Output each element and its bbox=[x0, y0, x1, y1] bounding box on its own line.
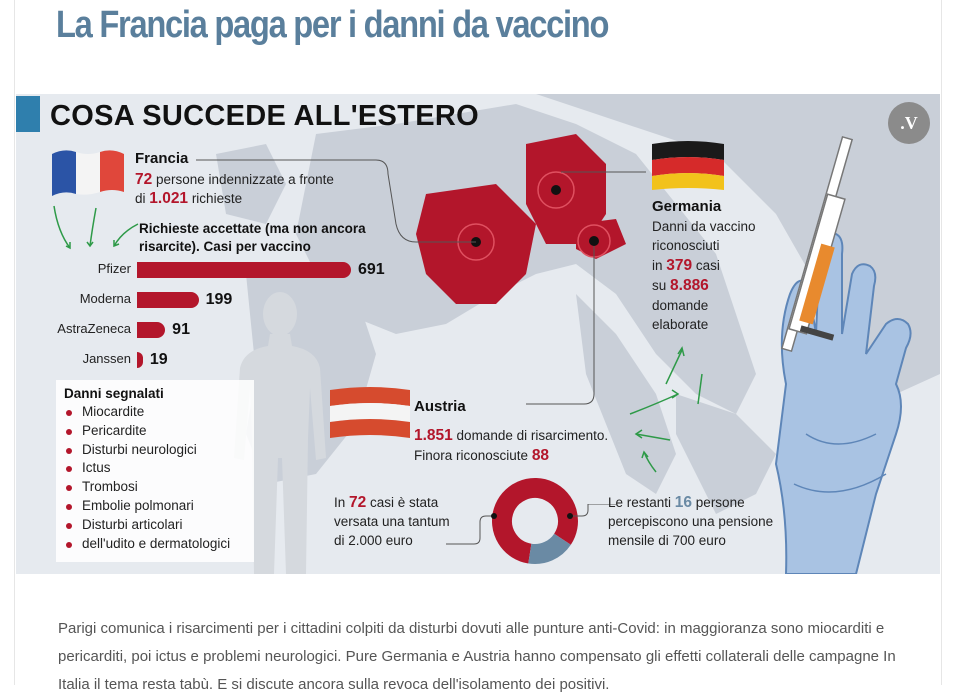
austria-pension-pre: Le restanti bbox=[608, 495, 675, 510]
damages-list: Miocardite Pericardite Disturbi neurolog… bbox=[56, 403, 254, 553]
bar-value-astrazeneca: 91 bbox=[172, 321, 190, 338]
austria-recognized-count: 88 bbox=[531, 447, 550, 464]
france-title: Francia bbox=[135, 150, 189, 167]
damage-item: Pericardite bbox=[64, 422, 254, 441]
austria-title: Austria bbox=[414, 398, 466, 415]
chart-subtitle-line2: risarcite). Casi per vaccino bbox=[139, 239, 311, 254]
bar-label-moderna: Moderna bbox=[79, 291, 131, 306]
germany-line4: su 8.886 bbox=[652, 277, 709, 295]
logo-badge[interactable]: .V bbox=[888, 102, 930, 144]
germany-map-shape bbox=[526, 134, 606, 244]
germany-requests-count: 8.886 bbox=[670, 277, 709, 294]
bar-value-janssen: 19 bbox=[149, 351, 168, 368]
bar-label-pfizer: Pfizer bbox=[97, 261, 131, 276]
austria-line1: 1.851 domande di risarcimento. bbox=[414, 427, 608, 445]
germany-title: Germania bbox=[652, 198, 722, 215]
section-accent-bar bbox=[16, 96, 40, 132]
damages-box: Danni segnalati Miocardite Pericardite D… bbox=[56, 380, 254, 562]
germany-recognized-count: 379 bbox=[666, 257, 693, 274]
france-line2-text: richieste bbox=[188, 191, 243, 206]
bar-janssen bbox=[137, 352, 143, 368]
france-line2-pre: di bbox=[135, 191, 150, 206]
austria-line2: Finora riconosciute 88 bbox=[414, 447, 549, 465]
donut-slice-pension bbox=[528, 533, 571, 564]
damage-item: Trombosi bbox=[64, 478, 254, 497]
germany-line5: domande bbox=[652, 298, 709, 313]
damage-item: Disturbi articolari bbox=[64, 516, 254, 535]
austria-lump-sum-line3: di 2.000 euro bbox=[334, 533, 413, 548]
germany-line3: in 379 casi bbox=[652, 257, 720, 275]
austria-lump-sum-line1: In 72 casi è stata bbox=[334, 494, 438, 512]
green-arrow-icon bbox=[629, 346, 703, 473]
austria-requests-count: 1.851 bbox=[414, 427, 453, 444]
damage-item: Miocardite bbox=[64, 403, 254, 422]
bar-moderna bbox=[137, 292, 199, 308]
donut-leader-lines bbox=[446, 504, 616, 545]
france-line1: 72 persone indennizzate a fronte bbox=[135, 171, 334, 189]
germany-casi: casi bbox=[692, 258, 720, 273]
bar-value-moderna: 199 bbox=[205, 291, 233, 308]
damage-item: Disturbi neurologici bbox=[64, 441, 254, 460]
gloved-hand-icon bbox=[774, 135, 912, 574]
germany-line2: riconosciuti bbox=[652, 238, 720, 253]
damage-item: Ictus bbox=[64, 459, 254, 478]
austria-map-shape bbox=[576, 219, 626, 259]
germany-flag-icon bbox=[652, 141, 724, 190]
austria-lump-sum-count: 72 bbox=[349, 494, 367, 511]
infographic: COSA SUCCEDE ALL'ESTERO .V Francia 72 pe… bbox=[16, 94, 940, 574]
headline: La Francia paga per i danni da vaccino bbox=[56, 4, 609, 46]
bar-label-astrazeneca: AstraZeneca bbox=[57, 321, 131, 336]
austria-pension-line1: Le restanti 16 persone bbox=[608, 494, 745, 512]
austria-lump-sum-pre: In bbox=[334, 495, 350, 510]
damage-item-continued: dell'udito e dermatologici bbox=[64, 535, 254, 554]
bar-value-pfizer: 691 bbox=[358, 261, 385, 278]
human-silhouette-icon bbox=[234, 292, 326, 574]
germany-su: su bbox=[652, 278, 671, 293]
germany-line6: elaborate bbox=[652, 317, 709, 332]
france-people-count: 72 bbox=[135, 171, 153, 188]
austria-pension-text1: persone bbox=[692, 495, 745, 510]
germany-line1: Danni da vaccino bbox=[652, 219, 756, 234]
france-line1-text: persone indennizzate a fronte bbox=[152, 172, 334, 187]
france-line2: di 1.021 richieste bbox=[135, 190, 242, 208]
chart-subtitle-line1: Richieste accettate (ma non ancora bbox=[139, 221, 366, 236]
austria-lump-sum-text1: casi è stata bbox=[366, 495, 439, 510]
green-arrow-icon bbox=[53, 205, 139, 250]
austria-pension-count: 16 bbox=[674, 494, 693, 511]
austria-flag-icon bbox=[330, 387, 410, 438]
section-title: COSA SUCCEDE ALL'ESTERO bbox=[50, 100, 479, 132]
austria-lump-sum-line2: versata una tantum bbox=[334, 514, 450, 529]
damage-item: Embolie polmonari bbox=[64, 497, 254, 516]
bar-pfizer bbox=[137, 262, 351, 278]
germany-in: in bbox=[652, 258, 667, 273]
austria-pension-line3: mensile di 700 euro bbox=[608, 533, 726, 548]
damages-title: Danni segnalati bbox=[64, 386, 164, 401]
bar-astrazeneca bbox=[137, 322, 166, 338]
france-flag-icon bbox=[52, 150, 124, 196]
austria-pension-line2: percepiscono una pensione bbox=[608, 514, 774, 529]
article-caption: Parigi comunica i risarcimenti per i cit… bbox=[58, 620, 896, 693]
austria-line2-text: Finora riconosciute bbox=[414, 448, 532, 463]
bar-label-janssen: Janssen bbox=[82, 351, 131, 366]
france-requests-count: 1.021 bbox=[149, 190, 189, 207]
austria-line1-text: domande di risarcimento. bbox=[452, 428, 609, 443]
